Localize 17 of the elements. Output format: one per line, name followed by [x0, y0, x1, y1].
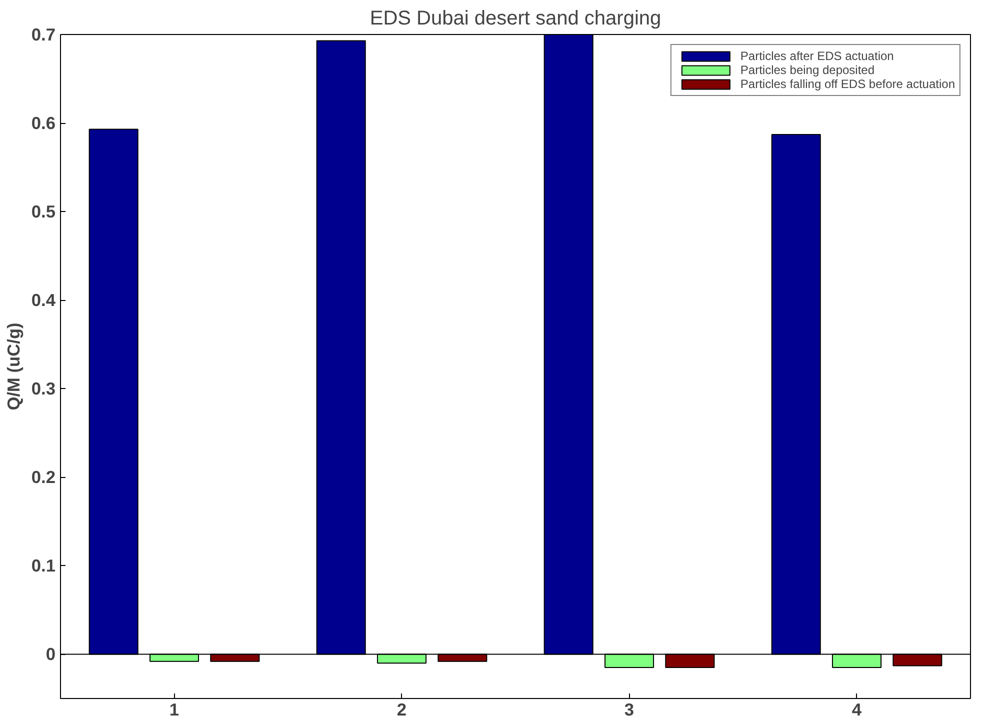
x-tick-label: 1: [169, 700, 180, 720]
y-tick-label: 0.5: [31, 202, 56, 222]
y-tick-label: 0.1: [31, 556, 56, 576]
x-tick-label: 4: [852, 700, 862, 720]
legend-label: Particles falling off EDS before actuation: [740, 77, 955, 91]
y-tick-label: 0.7: [31, 24, 56, 44]
x-tick-label: 2: [396, 700, 407, 720]
y-tick-label: 0.3: [31, 378, 56, 399]
y-tick-label: 0.6: [31, 113, 56, 134]
legend-label: Particles being deposited: [740, 63, 875, 77]
x-tick-label: 3: [624, 700, 634, 720]
chart-title: EDS Dubai desert sand charging: [370, 8, 662, 30]
legend-label: Particles after EDS actuation: [740, 49, 894, 63]
y-tick-label: 0.2: [31, 467, 56, 488]
y-tick-label: 0.4: [31, 290, 56, 310]
y-axis-title: Q/M (uC/g): [3, 322, 24, 410]
y-tick-label: 0: [46, 644, 56, 664]
